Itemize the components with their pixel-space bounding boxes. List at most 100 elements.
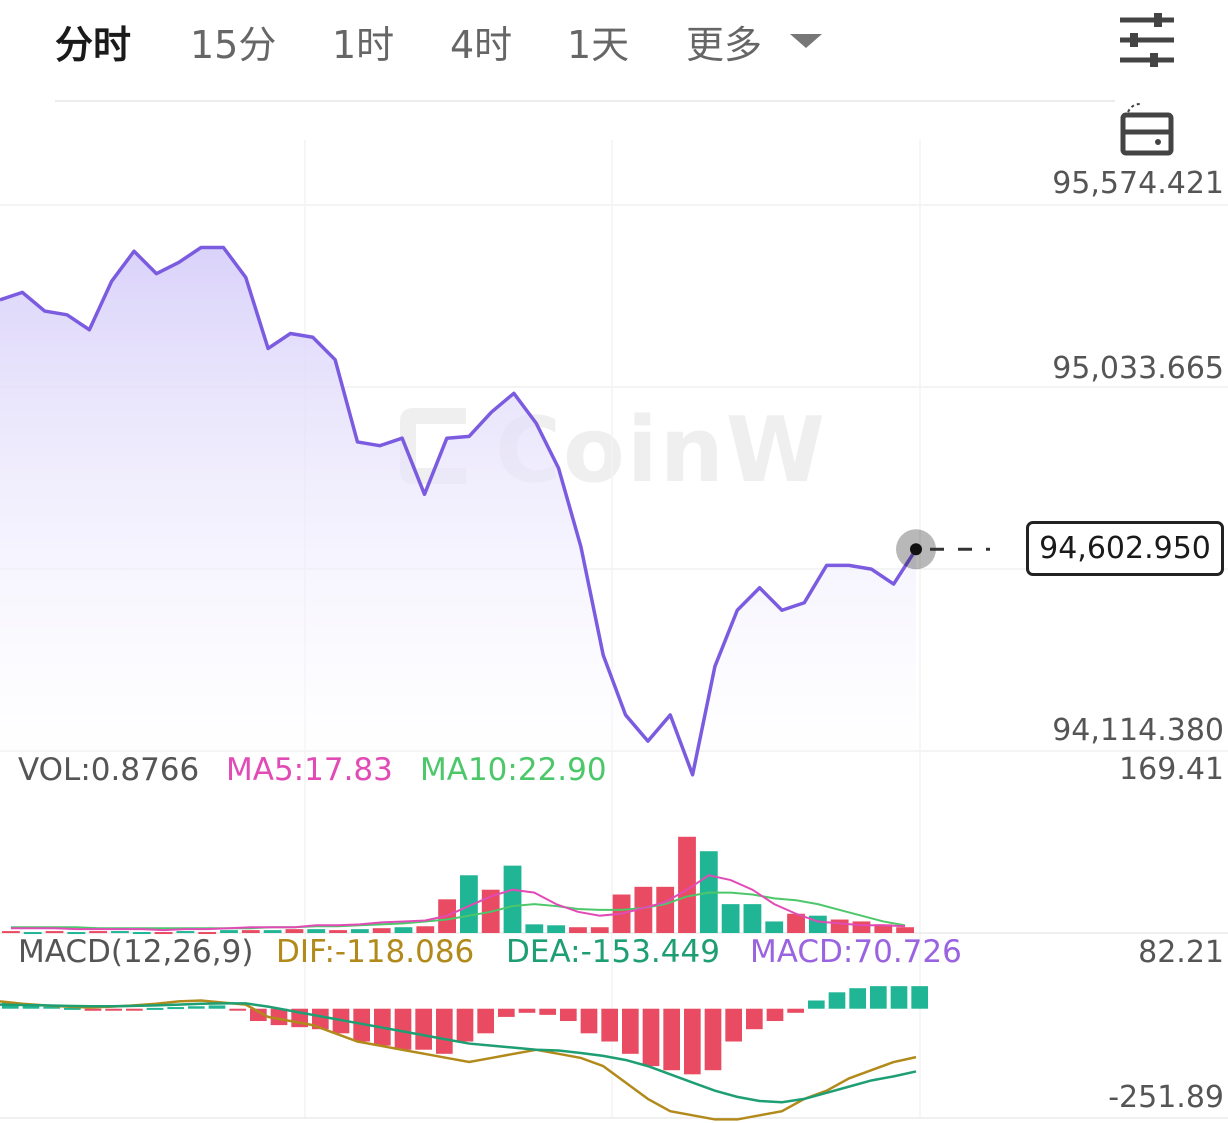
tab-divider <box>55 100 1115 102</box>
macd-bar <box>353 1008 370 1042</box>
macd-bar <box>126 1008 143 1011</box>
macd-bar <box>622 1008 639 1054</box>
volume-bar <box>350 929 369 933</box>
macd-bar <box>746 1008 763 1030</box>
macd-bar <box>84 1008 102 1011</box>
ma5-line <box>10 874 906 932</box>
volume-bar <box>23 932 42 935</box>
macd-bar <box>870 986 887 1009</box>
macd-bar <box>436 1008 453 1054</box>
volume-bar <box>503 865 522 933</box>
volume-bar <box>547 925 566 933</box>
volume-bar <box>416 926 435 933</box>
tab-1hour[interactable]: 1时 <box>332 23 395 67</box>
ma10-legend: MA10:22.90 <box>420 752 607 788</box>
macd-bar <box>456 1008 474 1042</box>
volume-bar <box>852 921 871 933</box>
macd-bar <box>808 1000 825 1009</box>
volume-bar <box>460 875 478 933</box>
volume-bar <box>67 932 86 935</box>
macd-bar <box>642 1008 660 1067</box>
volume-bar <box>89 931 108 934</box>
tab-1day[interactable]: 1天 <box>567 23 630 67</box>
volume-bar <box>372 928 391 933</box>
vol-tick-max: 169.41 <box>1119 752 1224 787</box>
volume-bar <box>154 932 173 935</box>
volume-bar <box>830 919 849 933</box>
macd-bar <box>787 1008 804 1013</box>
dif-line <box>0 999 917 1121</box>
volume-bar <box>220 930 238 933</box>
macd-value-legend: MACD:70.726 <box>750 934 962 970</box>
macd-bar <box>560 1008 577 1022</box>
macd-bar <box>684 1008 701 1075</box>
price-tick-low: 94,114.380 <box>1052 713 1224 748</box>
macd-bar <box>250 1008 267 1022</box>
volume-bar <box>787 913 805 933</box>
macd-bar <box>208 1005 226 1009</box>
caret-down-icon[interactable] <box>790 34 822 48</box>
macd-bar <box>394 1008 412 1050</box>
volume-bar <box>176 931 195 934</box>
volume-bar <box>307 929 326 933</box>
volume-bar <box>874 924 893 933</box>
current-price-label[interactable]: 94,602.950 <box>1026 521 1224 576</box>
landscape-rotate-icon[interactable] <box>1118 100 1176 160</box>
macd-bar <box>477 1008 494 1034</box>
macd-bar <box>22 1004 40 1009</box>
volume-bar <box>132 932 151 935</box>
volume-bar <box>765 921 784 933</box>
macd-bar <box>704 1008 722 1071</box>
dea-legend: DEA:-153.449 <box>506 934 720 970</box>
tab-time-sharing[interactable]: 分时 <box>55 23 132 67</box>
volume-bar <box>329 930 347 933</box>
macd-bar <box>312 1008 329 1030</box>
ma10-line <box>10 891 906 930</box>
dif-legend: DIF:-118.086 <box>276 934 475 970</box>
macd-bar <box>539 1008 556 1015</box>
macd-bar <box>601 1008 618 1042</box>
volume-bar <box>721 904 740 933</box>
macd-bar <box>518 1008 536 1013</box>
macd-bar <box>849 988 866 1009</box>
macd-tick-max: 82.21 <box>1138 935 1224 970</box>
price-area <box>0 247 916 775</box>
macd-bar <box>663 1008 680 1071</box>
price-line <box>0 245 918 777</box>
tab-more[interactable]: 更多 <box>686 23 763 67</box>
timeframe-tabs: 分时 15分 1时 4时 1天 更多 <box>0 0 1228 100</box>
volume-bar <box>634 886 653 933</box>
volume-bar <box>743 904 762 933</box>
macd-bar <box>766 1008 784 1022</box>
volume-bar <box>198 932 217 935</box>
sliders-icon[interactable] <box>1118 12 1176 68</box>
macd-bar <box>188 1006 205 1009</box>
volume-bar <box>656 886 675 933</box>
tab-15min[interactable]: 15分 <box>190 23 277 67</box>
volume-bar <box>241 930 260 933</box>
volume-bar <box>2 931 20 934</box>
macd-bar <box>725 1008 742 1042</box>
price-tick-mid: 95,033.665 <box>1052 351 1224 386</box>
ma5-legend: MA5:17.83 <box>226 752 393 788</box>
macd-bar <box>64 1007 81 1010</box>
price-tick-high: 95,574.421 <box>1052 166 1224 201</box>
macd-bar <box>415 1008 432 1050</box>
volume-bar <box>569 927 587 933</box>
volume-bar <box>678 836 696 933</box>
tab-4hour[interactable]: 4时 <box>450 23 513 67</box>
volume-bar <box>45 931 64 934</box>
macd-tick-min: -251.89 <box>1108 1080 1224 1115</box>
macd-bar <box>270 1008 288 1026</box>
volume-bar <box>394 927 413 933</box>
macd-bar <box>828 992 846 1009</box>
dea-line <box>0 1002 917 1104</box>
volume-bar <box>590 927 609 933</box>
macd-bar <box>580 1008 598 1034</box>
volume-bar <box>285 929 304 933</box>
macd-bar <box>43 1006 60 1009</box>
volume-bar <box>263 930 282 933</box>
macd-bar <box>911 986 928 1009</box>
current-price-dot <box>910 543 922 556</box>
